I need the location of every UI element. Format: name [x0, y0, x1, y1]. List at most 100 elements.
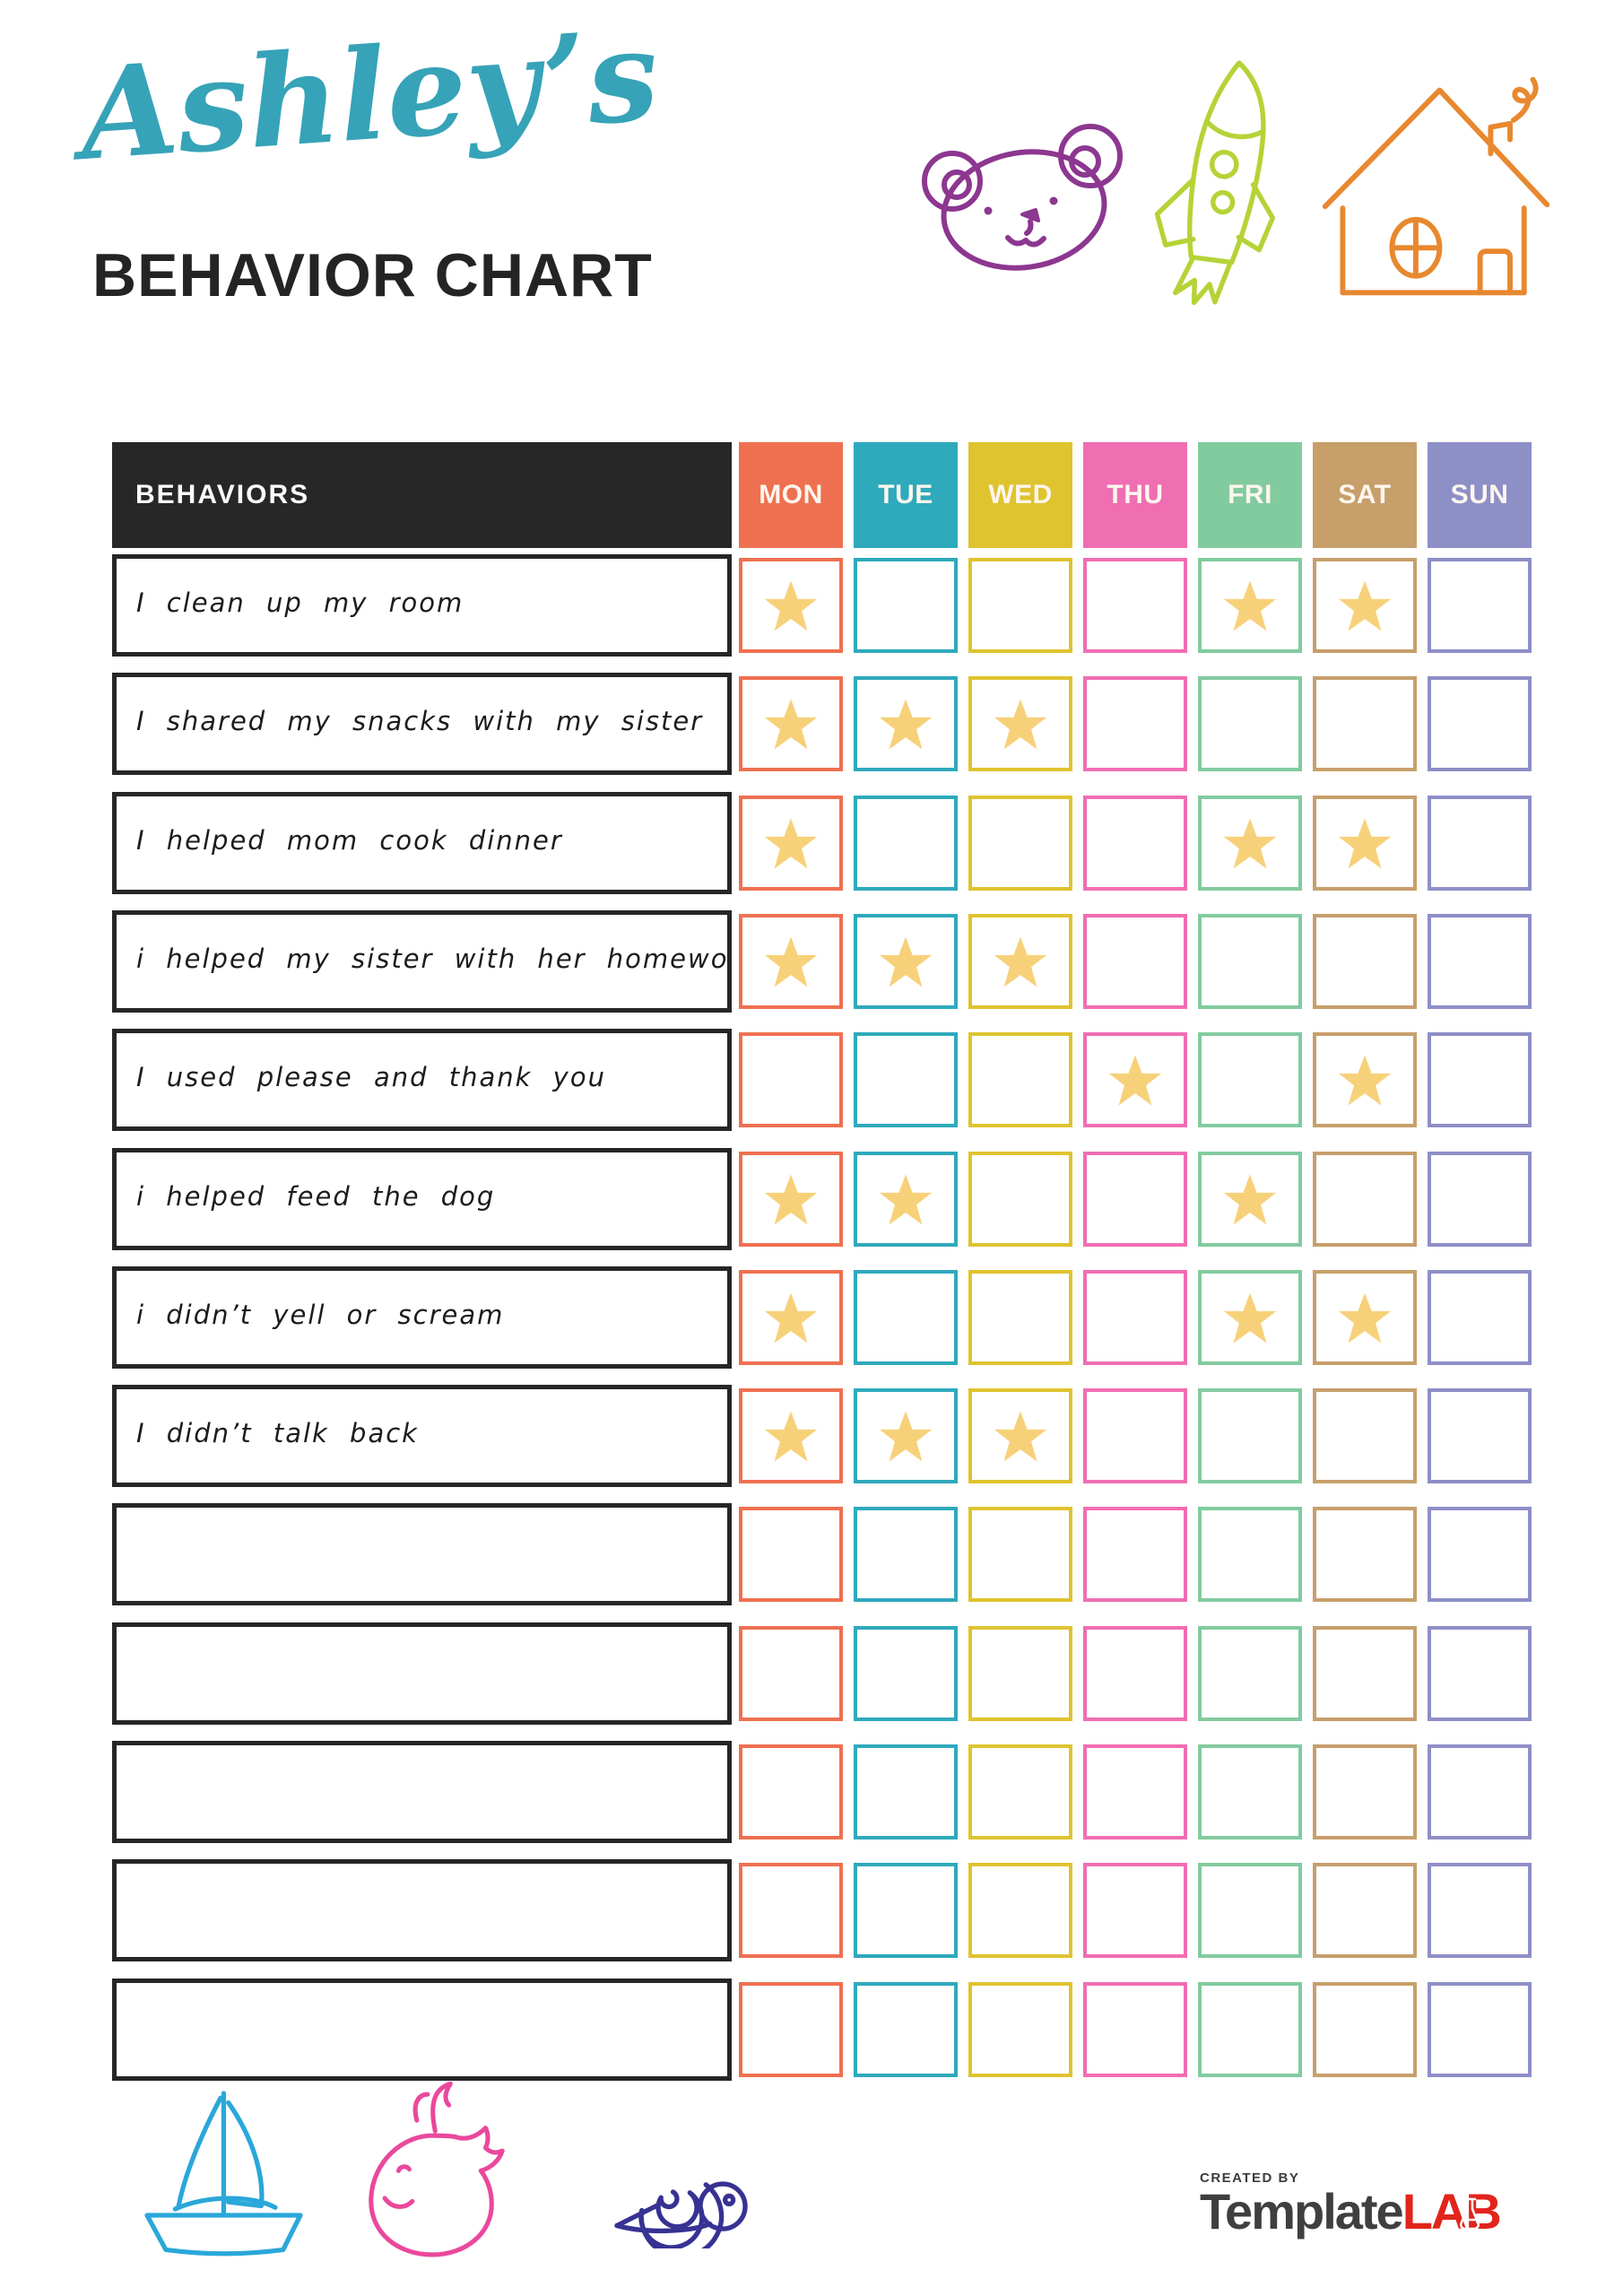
cell-tue — [854, 1982, 958, 2077]
day-header-wed: WED — [968, 442, 1072, 548]
cell-fri — [1198, 1982, 1302, 2077]
behavior-row — [112, 1622, 1532, 1725]
cell-mon — [739, 1744, 843, 1839]
cell-sat — [1313, 1152, 1417, 1247]
star-icon — [1223, 1292, 1277, 1343]
cell-thu — [1083, 1863, 1187, 1958]
sailboat-doodle-icon — [135, 2081, 318, 2265]
cell-sat — [1313, 1270, 1417, 1365]
cell-fri — [1198, 1507, 1302, 1602]
behavior-label: I shared my snacks with my sister — [112, 673, 732, 775]
day-header-fri: FRI — [1198, 442, 1302, 548]
cell-thu — [1083, 1507, 1187, 1602]
star-icon — [1338, 1292, 1392, 1343]
cell-mon — [739, 914, 843, 1009]
star-icon — [879, 936, 933, 987]
cell-wed — [968, 1270, 1072, 1365]
cell-wed — [968, 914, 1072, 1009]
brand-wordmark: TemplateLAB — [1200, 2183, 1502, 2239]
cell-tue — [854, 1270, 958, 1365]
behavior-label: I didn’t talk back — [112, 1385, 732, 1487]
star-icon — [764, 699, 818, 749]
cell-tue — [854, 1507, 958, 1602]
cell-sun — [1428, 1507, 1532, 1602]
cell-thu — [1083, 1152, 1187, 1247]
star-icon — [1338, 1055, 1392, 1105]
cell-wed — [968, 558, 1072, 653]
cell-sat — [1313, 914, 1417, 1009]
behavior-label — [112, 1622, 732, 1725]
star-icon — [1223, 818, 1277, 868]
cell-fri — [1198, 1032, 1302, 1127]
cell-wed — [968, 796, 1072, 891]
behavior-row: I didn’t talk back — [112, 1385, 1532, 1487]
cell-tue — [854, 1863, 958, 1958]
child-name-title: Ashley’s — [74, 2, 664, 189]
behavior-row: i helped my sister with her homework — [112, 910, 1532, 1013]
cell-thu — [1083, 1982, 1187, 2077]
cell-mon — [739, 1982, 843, 2077]
behavior-row: I helped mom cook dinner — [112, 792, 1532, 894]
cell-fri — [1198, 796, 1302, 891]
behavior-row — [112, 1979, 1532, 2081]
star-icon — [1108, 1055, 1162, 1105]
behavior-label — [112, 1503, 732, 1605]
star-icon — [764, 936, 818, 987]
behavior-label: I clean up my room — [112, 554, 732, 657]
star-icon — [994, 1411, 1047, 1461]
star-icon — [994, 699, 1047, 749]
behaviors-column-header: BEHAVIORS — [112, 442, 732, 548]
cell-fri — [1198, 676, 1302, 771]
cell-wed — [968, 1744, 1072, 1839]
cell-sat — [1313, 558, 1417, 653]
cell-mon — [739, 1626, 843, 1721]
behavior-row: I used please and thank you — [112, 1029, 1532, 1131]
cell-mon — [739, 1270, 843, 1365]
star-icon — [764, 818, 818, 868]
cell-wed — [968, 1152, 1072, 1247]
star-icon — [1223, 580, 1277, 631]
cell-sat — [1313, 1626, 1417, 1721]
cell-sun — [1428, 1744, 1532, 1839]
snail-doodle-icon — [572, 2127, 760, 2248]
cell-sun — [1428, 1152, 1532, 1247]
cell-wed — [968, 1863, 1072, 1958]
cell-sat — [1313, 796, 1417, 891]
cell-wed — [968, 676, 1072, 771]
star-icon — [879, 1411, 933, 1461]
behavior-label: i helped my sister with her homework — [112, 910, 732, 1013]
cell-tue — [854, 1152, 958, 1247]
flask-icon — [1460, 2197, 1480, 2231]
cell-mon — [739, 1152, 843, 1247]
cell-sun — [1428, 1270, 1532, 1365]
cell-tue — [854, 1744, 958, 1839]
cell-sun — [1428, 1626, 1532, 1721]
behavior-row: I shared my snacks with my sister — [112, 673, 1532, 775]
behavior-label: i didn’t yell or scream — [112, 1266, 732, 1369]
cell-sat — [1313, 1507, 1417, 1602]
cell-sat — [1313, 1982, 1417, 2077]
brand-lab: LAB — [1402, 2183, 1502, 2239]
cell-tue — [854, 1388, 958, 1483]
cell-mon — [739, 1032, 843, 1127]
cell-wed — [968, 1032, 1072, 1127]
cell-mon — [739, 1863, 843, 1958]
day-header-thu: THU — [1083, 442, 1187, 548]
cell-thu — [1083, 914, 1187, 1009]
cell-mon — [739, 676, 843, 771]
cell-tue — [854, 796, 958, 891]
cell-mon — [739, 1388, 843, 1483]
cell-sun — [1428, 1982, 1532, 2077]
day-header-sun: SUN — [1428, 442, 1532, 548]
cell-mon — [739, 796, 843, 891]
cell-thu — [1083, 558, 1187, 653]
star-icon — [994, 936, 1047, 987]
cell-mon — [739, 1507, 843, 1602]
behavior-row: I clean up my room — [112, 554, 1532, 657]
cell-thu — [1083, 1626, 1187, 1721]
cell-tue — [854, 914, 958, 1009]
behavior-label — [112, 1979, 732, 2081]
cell-tue — [854, 1626, 958, 1721]
star-icon — [1338, 818, 1392, 868]
cell-tue — [854, 558, 958, 653]
